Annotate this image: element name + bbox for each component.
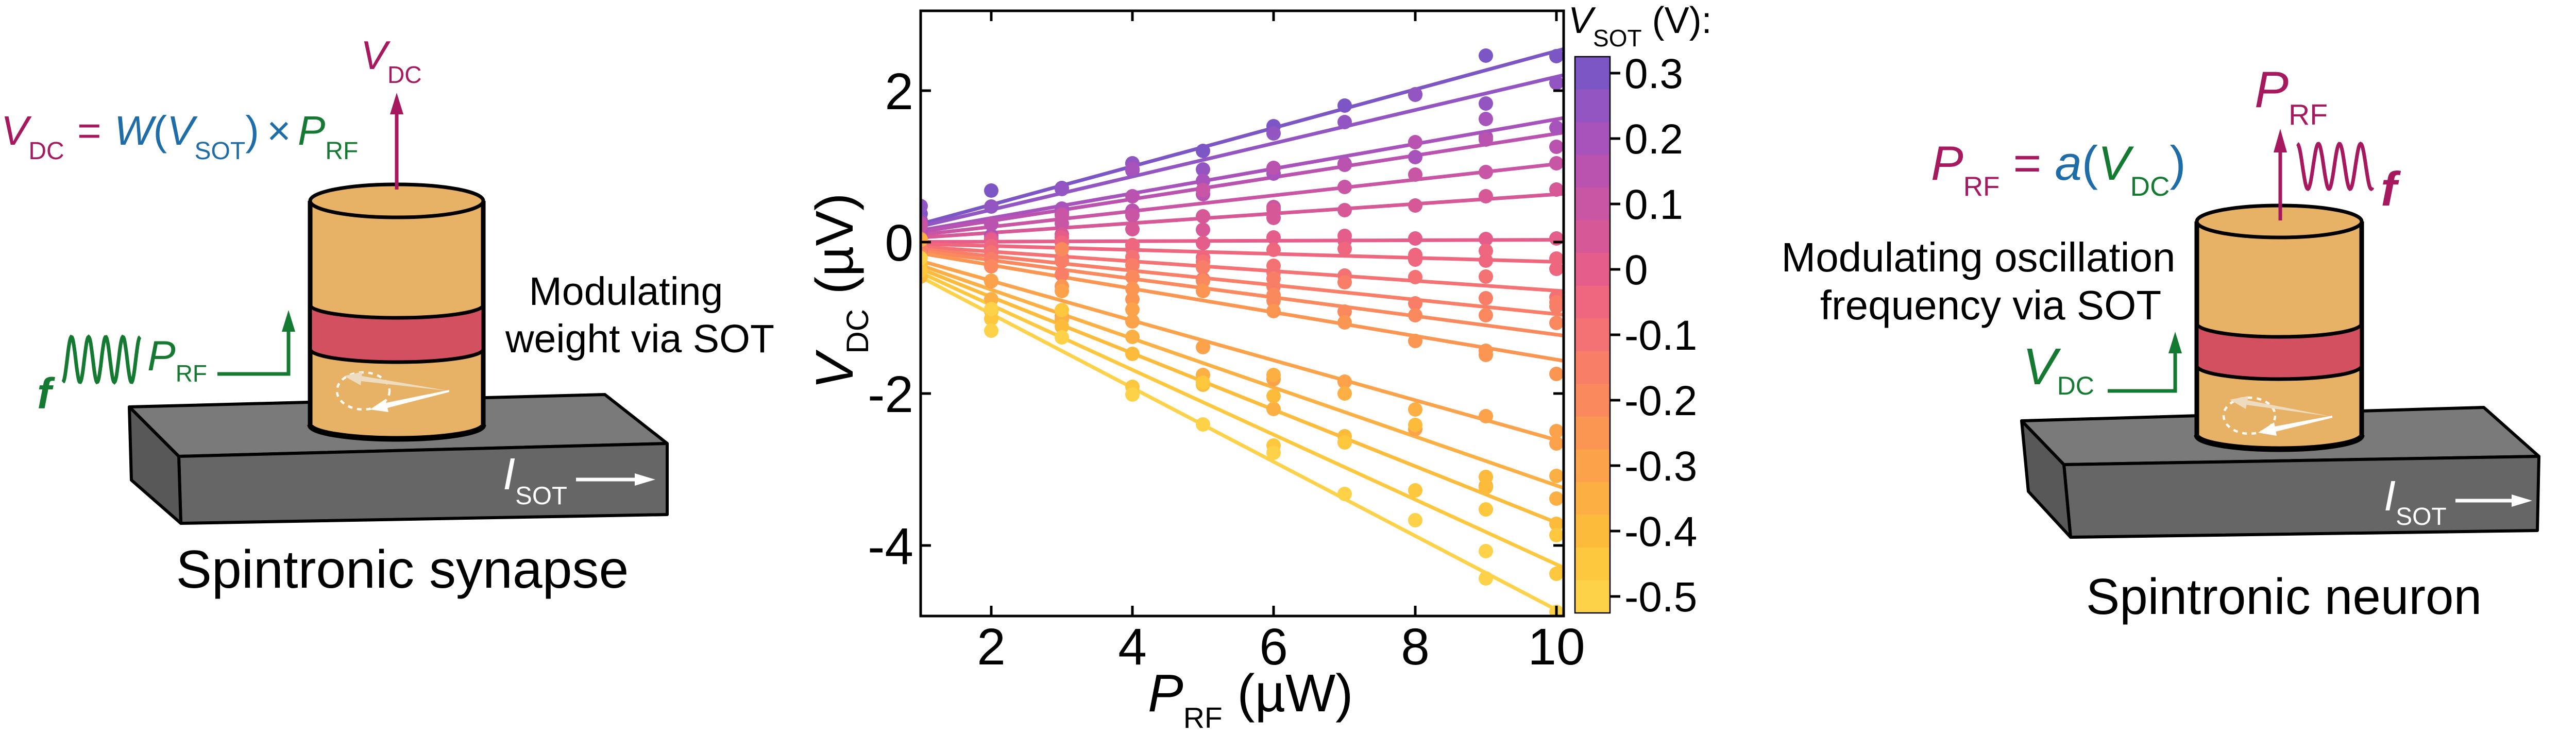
svg-text:0.2: 0.2 (1624, 116, 1683, 163)
svg-text:Modulating: Modulating (529, 269, 723, 314)
svg-text:6: 6 (1259, 618, 1288, 676)
svg-text:10: 10 (1528, 618, 1585, 676)
svg-text:-0.1: -0.1 (1624, 312, 1697, 359)
svg-text:×: × (267, 108, 291, 153)
svg-text:-0.2: -0.2 (1624, 378, 1697, 424)
svg-text:frequency via SOT: frequency via SOT (1820, 282, 2162, 328)
svg-text:0: 0 (1624, 247, 1648, 294)
svg-text:2: 2 (885, 63, 913, 121)
svg-text:=: = (77, 108, 101, 153)
svg-text:-2: -2 (868, 366, 913, 423)
svg-text:Spintronic neuron: Spintronic neuron (2086, 568, 2482, 625)
svg-text:-4: -4 (868, 518, 913, 575)
svg-text:-0.3: -0.3 (1624, 443, 1697, 490)
svg-text:2: 2 (977, 618, 1006, 676)
svg-text:8: 8 (1401, 618, 1430, 676)
svg-text:0.1: 0.1 (1624, 181, 1683, 228)
svg-text:-0.5: -0.5 (1624, 574, 1697, 621)
svg-text:4: 4 (1118, 618, 1147, 676)
svg-text:0: 0 (885, 214, 913, 272)
svg-text:Spintronic synapse: Spintronic synapse (176, 540, 629, 600)
svg-text:0.3: 0.3 (1624, 50, 1683, 97)
svg-text:-0.4: -0.4 (1624, 508, 1697, 555)
svg-text:Modulating oscillation: Modulating oscillation (1782, 234, 2176, 280)
svg-text:weight via SOT: weight via SOT (505, 317, 774, 361)
svg-text:VDC (µV): VDC (µV) (805, 193, 875, 389)
